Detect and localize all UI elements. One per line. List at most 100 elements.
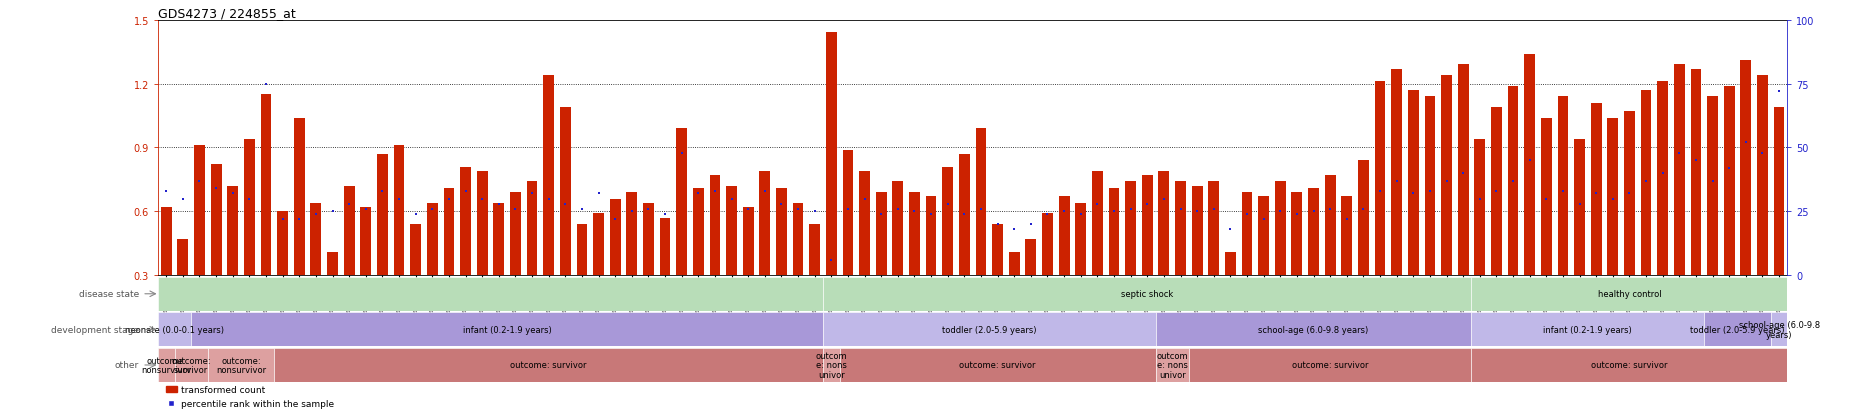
Bar [275,348,823,382]
Text: outcome: survivor: outcome: survivor [958,361,1036,370]
Bar [377,154,388,339]
Bar [526,182,537,339]
Bar [1707,97,1718,339]
Text: GDS4273 / 224855_at: GDS4273 / 224855_at [158,7,295,19]
Bar [1159,171,1168,339]
Bar [1539,119,1551,339]
Bar [158,277,823,311]
Bar [1190,186,1201,339]
Bar [394,146,405,339]
Bar [310,203,321,339]
Bar [941,167,953,339]
Bar [693,188,704,339]
Bar [1008,252,1019,339]
Text: outcom
e: nons
univor: outcom e: nons univor [815,351,847,379]
Bar [875,192,886,339]
Bar [810,225,819,339]
Text: infant (0.2-1.9 years): infant (0.2-1.9 years) [462,325,552,334]
Bar [158,313,191,347]
Text: outcom
e: nons
univor: outcom e: nons univor [1155,351,1187,379]
Bar [477,171,487,339]
Bar [626,192,637,339]
Bar [823,277,1471,311]
Bar [360,207,371,339]
Bar [444,188,455,339]
Text: school-age (6.0-9.8
years): school-age (6.0-9.8 years) [1738,320,1818,339]
Bar [327,252,338,339]
Bar [1471,277,1786,311]
Bar [1690,69,1701,339]
Bar [1471,313,1703,347]
Bar [494,203,503,339]
Bar [1408,91,1419,339]
Bar [925,197,936,339]
Bar [427,203,438,339]
Bar [559,108,570,339]
Bar [1424,97,1435,339]
Bar [1155,348,1188,382]
Bar [1391,69,1402,339]
Bar [1489,108,1500,339]
Bar [1773,108,1783,339]
Bar [1441,76,1450,339]
Bar [709,176,721,339]
Bar [1174,182,1185,339]
Text: outcome: survivor: outcome: survivor [511,361,587,370]
Bar [1357,161,1369,339]
Text: toddler (2.0-5.9 years): toddler (2.0-5.9 years) [1690,325,1785,334]
Bar [891,182,903,339]
Bar [1723,86,1734,339]
Text: septic shock: septic shock [1120,290,1174,299]
Bar [908,192,919,339]
Text: neonate (0.0-0.1 years): neonate (0.0-0.1 years) [124,325,225,334]
Text: outcome:
survivor: outcome: survivor [171,356,212,375]
Bar [461,167,470,339]
Bar [1556,97,1567,339]
Text: outcome:
nonsurvivor: outcome: nonsurvivor [215,356,266,375]
Bar [1623,112,1634,339]
Bar [1092,171,1103,339]
Bar [776,188,786,339]
Bar [676,129,687,339]
Bar [1274,182,1285,339]
Bar [1740,61,1751,339]
Bar [1075,203,1086,339]
Bar [293,119,305,339]
Text: toddler (2.0-5.9 years): toddler (2.0-5.9 years) [941,325,1036,334]
Legend: transformed count, percentile rank within the sample: transformed count, percentile rank withi… [162,382,338,411]
Bar [1042,214,1053,339]
Bar [841,150,852,339]
Text: school-age (6.0-9.8 years): school-age (6.0-9.8 years) [1257,325,1369,334]
Bar [975,129,986,339]
Bar [826,33,836,339]
Bar [1240,192,1252,339]
Bar [208,348,275,382]
Bar [227,186,238,339]
Bar [1640,91,1651,339]
Bar [1307,188,1318,339]
Bar [1458,65,1467,339]
Bar [1341,197,1352,339]
Bar [542,76,553,339]
Bar [1573,140,1584,339]
Bar [1471,348,1786,382]
Bar [1025,240,1036,339]
Text: healthy control: healthy control [1597,290,1660,299]
Text: outcome: survivor: outcome: survivor [1291,361,1367,370]
Bar [643,203,654,339]
Bar [1770,313,1786,347]
Bar [1291,192,1302,339]
Bar [1207,182,1218,339]
Text: infant (0.2-1.9 years): infant (0.2-1.9 years) [1543,325,1630,334]
Text: outcome:
nonsurvivor: outcome: nonsurvivor [141,356,191,375]
Bar [1374,82,1385,339]
Bar [793,203,802,339]
Bar [743,207,754,339]
Text: other: other [115,361,139,370]
Bar [576,225,587,339]
Bar [1506,86,1517,339]
Bar [277,212,288,339]
Bar [191,313,823,347]
Bar [839,348,1155,382]
Bar [760,171,771,339]
